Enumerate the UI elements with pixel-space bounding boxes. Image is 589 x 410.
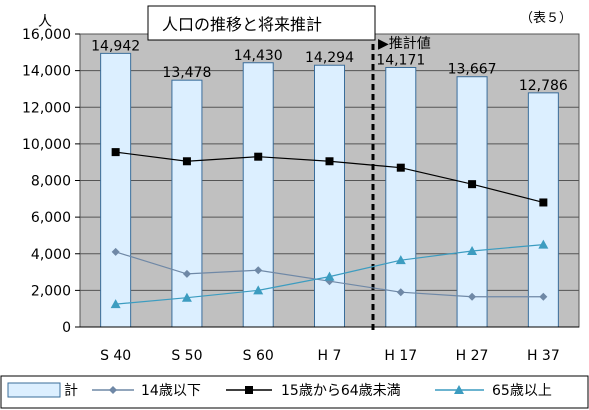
data-point bbox=[254, 266, 263, 275]
x-tick-label: S 50 bbox=[171, 348, 202, 364]
y-tick-label: 6,000 bbox=[31, 210, 71, 226]
y-tick-label: 8,000 bbox=[31, 174, 71, 190]
y-tick-label: 12,000 bbox=[22, 100, 71, 116]
data-point bbox=[539, 198, 548, 207]
bar-value-label: 13,667 bbox=[448, 62, 497, 78]
data-point bbox=[254, 152, 263, 161]
x-tick-label: H 17 bbox=[384, 348, 417, 364]
bar bbox=[100, 52, 132, 328]
data-point bbox=[538, 239, 549, 249]
y-tick-label: 4,000 bbox=[31, 247, 71, 263]
legend-marker-under14 bbox=[109, 386, 117, 394]
bar-value-label: 14,294 bbox=[305, 50, 354, 66]
chart-title: 人口の推移と将来推計 bbox=[162, 15, 322, 34]
data-point bbox=[182, 157, 191, 166]
legend-label-under14: 14歳以下 bbox=[141, 383, 201, 399]
y-axis: 0 2,000 4,000 6,000 8,000 10,000 12,000 14,000 1… bbox=[22, 27, 80, 336]
data-point bbox=[468, 180, 477, 189]
y-tick-label: 2,000 bbox=[31, 283, 71, 299]
x-tick-label: H 27 bbox=[456, 348, 489, 364]
bar-value-label: 14,942 bbox=[91, 38, 140, 54]
legend: 計 14歳以下 15歳から64歳未満 65歳以上 bbox=[0, 375, 589, 409]
bar bbox=[385, 66, 417, 328]
x-tick-label: S 60 bbox=[243, 348, 274, 364]
legend-label-65plus: 65歳以上 bbox=[492, 383, 552, 399]
y-unit-label: 人 bbox=[38, 14, 52, 30]
bar-value-label: 12,786 bbox=[519, 78, 568, 94]
data-point bbox=[396, 288, 405, 297]
bar bbox=[242, 62, 274, 328]
x-tick-label: H 7 bbox=[318, 348, 342, 364]
y-tick-label: 14,000 bbox=[22, 64, 71, 80]
data-point bbox=[467, 246, 478, 256]
projection-label: ▶推計値 bbox=[378, 36, 431, 52]
data-point bbox=[395, 255, 406, 265]
bar-value-label: 13,478 bbox=[162, 65, 211, 81]
data-point bbox=[324, 271, 335, 281]
bar bbox=[171, 79, 203, 328]
y-tick-label: 16,000 bbox=[22, 27, 71, 43]
y-tick-label: 0 bbox=[62, 320, 71, 336]
data-point bbox=[396, 163, 405, 172]
data-point bbox=[468, 292, 477, 301]
data-point bbox=[110, 299, 121, 309]
line-series bbox=[110, 148, 549, 309]
x-tick-label: S 40 bbox=[100, 348, 131, 364]
data-point bbox=[539, 292, 548, 301]
x-tick-label: H 37 bbox=[527, 348, 560, 364]
legend-label-15to64: 15歳から64歳未満 bbox=[281, 383, 401, 399]
bar bbox=[456, 76, 488, 328]
bar-value-labels: 14,942 13,478 14,430 14,294 14,171 13,667 12,7… bbox=[91, 38, 568, 93]
legend-swatch-total bbox=[7, 382, 61, 398]
legend-marker-65plus bbox=[454, 385, 464, 394]
bar bbox=[527, 92, 559, 328]
data-point bbox=[253, 285, 264, 295]
data-point bbox=[181, 292, 192, 302]
legend-box bbox=[0, 375, 589, 409]
bar-value-label: 14,171 bbox=[376, 52, 425, 68]
data-point bbox=[182, 269, 191, 278]
y-tick-label: 10,000 bbox=[22, 137, 71, 153]
bar bbox=[314, 64, 345, 328]
bar-series bbox=[100, 52, 559, 328]
bar-value-label: 14,430 bbox=[234, 48, 283, 64]
data-point bbox=[325, 157, 334, 166]
table-label: （表５） bbox=[520, 11, 572, 26]
title-box bbox=[147, 5, 376, 41]
legend-marker-15to64 bbox=[245, 386, 253, 394]
x-axis: S 40 S 50 S 60 H 7 H 17 H 27 H 37 bbox=[80, 326, 579, 364]
data-point bbox=[111, 148, 120, 157]
legend-label-total: 計 bbox=[64, 383, 78, 399]
data-point bbox=[111, 247, 120, 256]
